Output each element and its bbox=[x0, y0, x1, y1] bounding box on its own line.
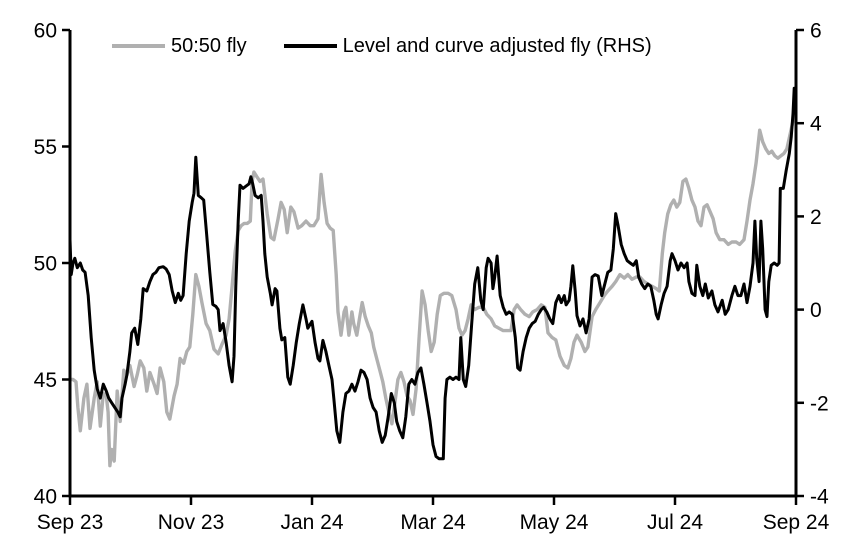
y-axis-left-tick-label: 60 bbox=[34, 20, 57, 43]
y-axis-right-tick-label: 0 bbox=[810, 299, 822, 322]
x-axis-tick-label: Nov 23 bbox=[158, 511, 225, 534]
legend-label-level-curve-adjusted-fly: Level and curve adjusted fly (RHS) bbox=[342, 35, 652, 57]
y-axis-left-tick-label: 55 bbox=[34, 136, 57, 159]
y-axis-right-tick-label: -4 bbox=[810, 486, 829, 509]
legend-line-sample-gray bbox=[112, 44, 165, 48]
legend: 50:50 fly Level and curve adjusted fly (… bbox=[112, 35, 652, 57]
legend-line-sample-black bbox=[283, 44, 337, 48]
x-axis-tick-label: May 24 bbox=[520, 511, 589, 534]
legend-item-level-curve-adjusted-fly: Level and curve adjusted fly (RHS) bbox=[283, 35, 652, 57]
y-axis-right-tick-label: 4 bbox=[810, 113, 822, 136]
x-axis-tick-label: Jul 24 bbox=[647, 511, 703, 534]
legend-label-5050-fly: 50:50 fly bbox=[171, 35, 247, 57]
x-axis-tick-label: Jan 24 bbox=[280, 511, 343, 534]
y-axis-right-tick-label: 6 bbox=[810, 20, 822, 43]
legend-item-5050-fly: 50:50 fly bbox=[112, 35, 247, 57]
x-axis-tick-label: Sep 23 bbox=[37, 511, 104, 534]
y-axis-right-tick-label: -2 bbox=[810, 392, 829, 415]
y-axis-left-tick-label: 40 bbox=[34, 486, 57, 509]
series-line-5050-fly bbox=[70, 111, 798, 468]
y-axis-right-tick-label: 2 bbox=[810, 206, 822, 229]
x-axis-tick-label: Sep 24 bbox=[763, 511, 830, 534]
y-axis-left-tick-label: 45 bbox=[34, 369, 57, 392]
y-axis-left-tick-label: 50 bbox=[34, 253, 57, 276]
x-axis-tick-label: Mar 24 bbox=[400, 511, 466, 534]
series-line-level-curve-adjusted-fly bbox=[68, 86, 798, 461]
